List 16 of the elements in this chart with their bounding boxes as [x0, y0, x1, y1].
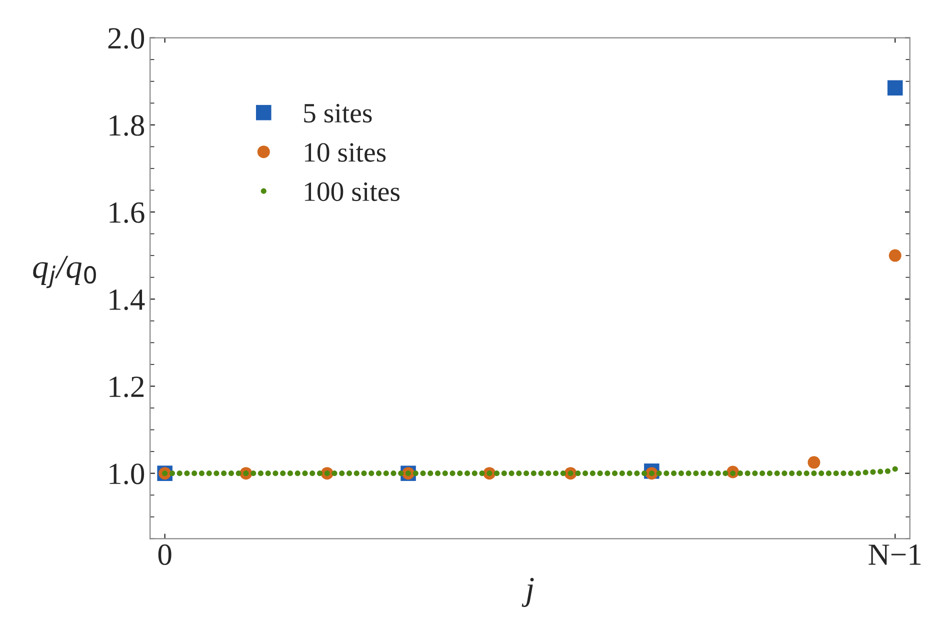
- legend-label: 5 sites: [304, 104, 372, 123]
- y-tick-label: 1.4: [110, 290, 145, 310]
- x-tick-label: 0: [158, 544, 172, 566]
- y-tick-label: 1.8: [110, 115, 144, 136]
- x-axis-title: j: [522, 578, 534, 608]
- point: [888, 249, 902, 262]
- y-tick-label: 1.6: [110, 202, 144, 224]
- y-axis-title: q$_{j}$/q$_{0}$: [33, 256, 96, 288]
- y-tick-label: 2.0: [108, 28, 144, 49]
- legend-label: 10 sites: [304, 143, 386, 162]
- point: [887, 80, 903, 96]
- legend-label: 100 sites: [304, 182, 400, 202]
- point: [808, 456, 820, 469]
- y-tick-label: 1.2: [110, 376, 144, 398]
- y-tick-label: 1.0: [110, 464, 144, 484]
- x-tick-label: N−1: [868, 544, 921, 565]
